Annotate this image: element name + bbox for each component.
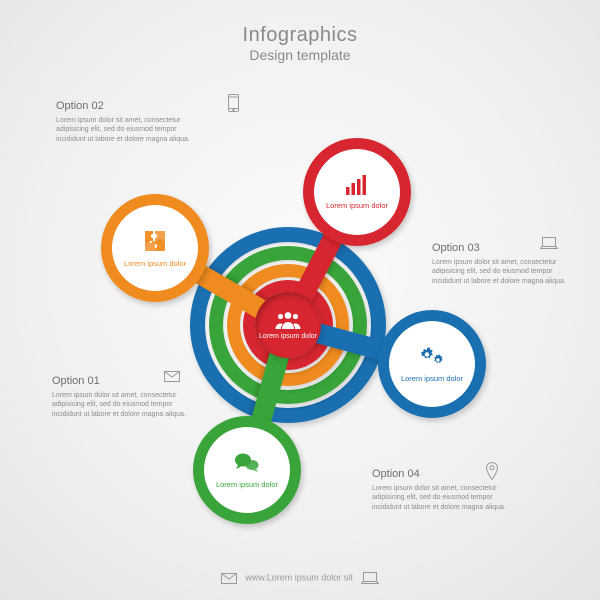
n_blue: Lorem ipsum dolor (378, 310, 486, 418)
mail-icon (215, 572, 243, 582)
phone-icon (228, 94, 239, 112)
bars-icon (345, 175, 369, 195)
option-title: Option 02 (56, 100, 196, 112)
chat-icon (234, 452, 260, 474)
center-disc: Lorem ipsum dolor (255, 292, 321, 358)
node-label: Lorem ipsum dolor (401, 374, 463, 383)
option-body: Lorem ipsum dolor sit amet, consectetur … (56, 116, 196, 144)
option-03: Option 03 Lorem ipsum dolor sit amet, co… (432, 242, 572, 286)
footer-text: www.Lorem ipsum dolor sit (245, 572, 353, 582)
pin-icon (486, 462, 498, 480)
option-body: Lorem ipsum dolor sit amet, consectetur … (52, 391, 192, 419)
option-02: Option 02 Lorem ipsum dolor sit amet, co… (56, 100, 196, 144)
n_green: Lorem ipsum dolor (193, 416, 301, 524)
option-04: Option 04 Lorem ipsum dolor sit amet, co… (372, 468, 512, 512)
puzzle-icon (143, 229, 167, 253)
laptop-icon (540, 236, 558, 254)
node-label: Lorem ipsum dolor (326, 201, 388, 210)
n_red: Lorem ipsum dolor (303, 138, 411, 246)
gears-icon (418, 346, 446, 368)
option-01: Option 01 Lorem ipsum dolor sit amet, co… (52, 375, 192, 419)
team-icon (275, 311, 301, 329)
option-body: Lorem ipsum dolor sit amet, consectetur … (432, 258, 572, 286)
node-label: Lorem ipsum dolor (124, 259, 186, 268)
mail-icon (164, 369, 180, 387)
footer: www.Lorem ipsum dolor sit (0, 572, 600, 584)
laptop-icon (355, 572, 385, 582)
n_orange: Lorem ipsum dolor (101, 194, 209, 302)
diagram-stage: Lorem ipsum dolor Lorem ipsum dolor Lore… (0, 0, 600, 600)
center-label: Lorem ipsum dolor (259, 333, 317, 340)
node-label: Lorem ipsum dolor (216, 480, 278, 489)
option-body: Lorem ipsum dolor sit amet, consectetur … (372, 484, 512, 512)
